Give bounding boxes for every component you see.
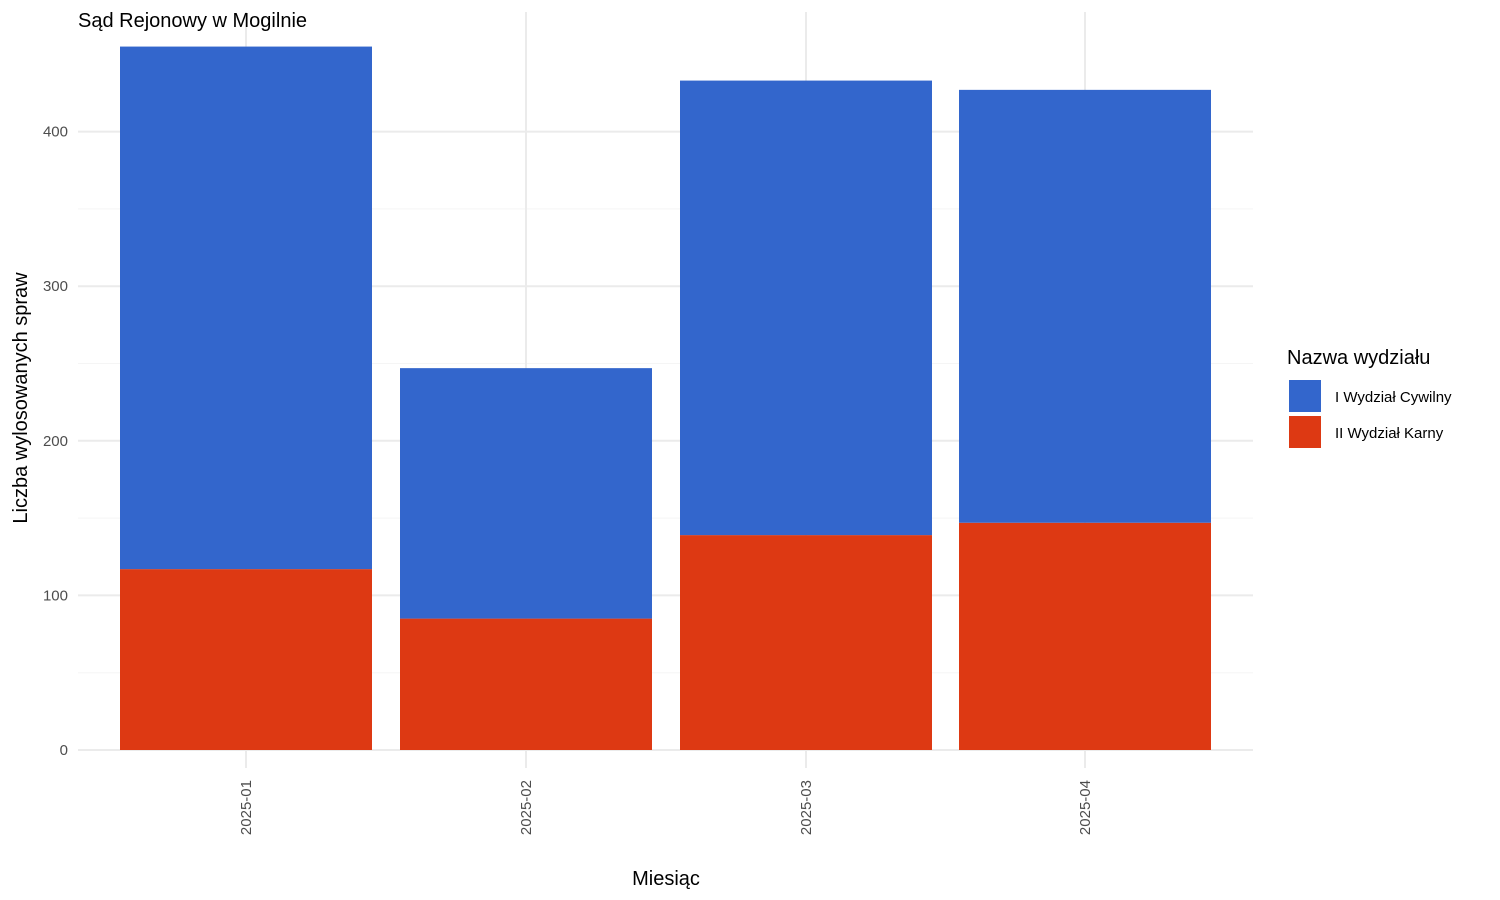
y-tick-label: 200 [43, 433, 68, 450]
bars [120, 46, 1211, 750]
y-axis-ticks: 0 100 200 300 400 [43, 124, 68, 759]
bar-segment [400, 618, 652, 750]
y-tick-label: 300 [43, 278, 68, 295]
y-tick-label: 100 [43, 587, 68, 604]
y-axis-title: Liczba wylosowanych spraw [10, 272, 32, 524]
legend-items: I Wydział Cywilny II Wydział Karny [1289, 380, 1452, 448]
legend-key [1289, 416, 1321, 448]
legend-label: II Wydział Karny [1335, 425, 1444, 442]
y-tick-label: 0 [60, 742, 68, 759]
chart-title: Sąd Rejonowy w Mogilnie [78, 10, 307, 32]
x-tick-label: 2025-01 [238, 780, 255, 835]
x-tick-label: 2025-04 [1077, 780, 1094, 835]
bar-segment [959, 522, 1211, 750]
legend-key [1289, 380, 1321, 412]
bar-segment [959, 89, 1211, 523]
bar-segment [400, 368, 652, 619]
y-tick-label: 400 [43, 124, 68, 141]
x-axis-ticks: 2025-01 2025-02 2025-03 2025-04 [238, 780, 1094, 835]
legend-label: I Wydział Cywilny [1335, 389, 1452, 406]
x-tick-label: 2025-02 [518, 780, 535, 835]
legend-title: Nazwa wydziału [1287, 347, 1430, 369]
bar-segment [680, 80, 932, 536]
bar-segment [120, 46, 372, 570]
bar-segment [680, 535, 932, 750]
x-axis-title: Miesiąc [632, 868, 700, 890]
bar-segment [120, 569, 372, 750]
legend: Nazwa wydziału I Wydział Cywilny II Wydzi… [1287, 347, 1452, 448]
x-tick-label: 2025-03 [798, 780, 815, 835]
